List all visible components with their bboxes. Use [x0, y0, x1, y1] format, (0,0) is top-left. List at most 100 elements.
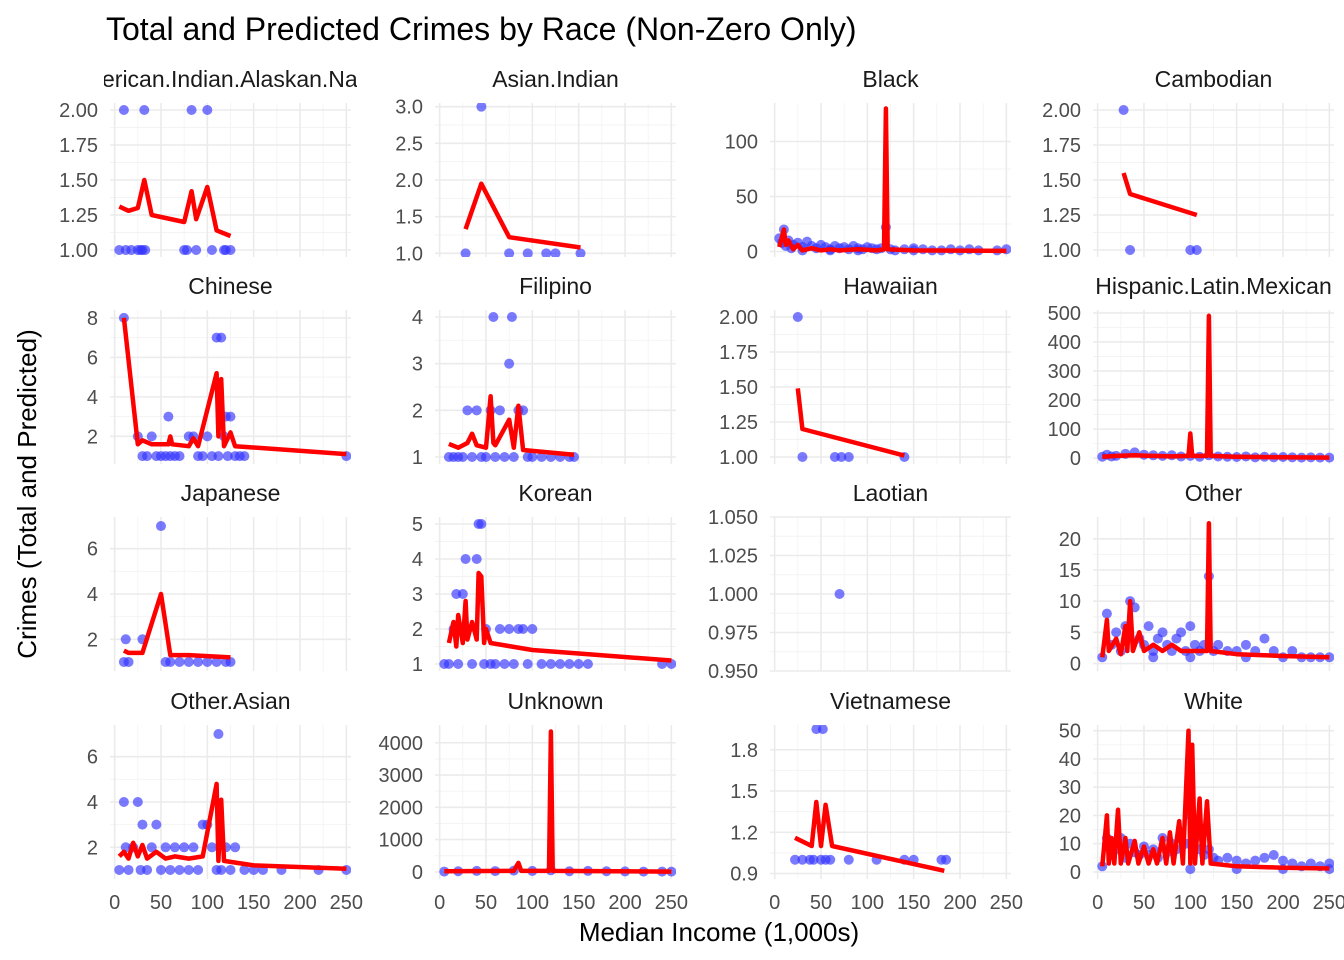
data-point [1278, 855, 1289, 866]
y-tick-label: 0.950 [708, 661, 758, 683]
data-point [146, 431, 157, 442]
y-tick-label: 8 [87, 308, 98, 330]
facet-strip-label: Cambodian [1155, 66, 1273, 92]
y-tick-label: 30 [1059, 777, 1081, 799]
y-tick-label: 1.75 [1042, 135, 1081, 157]
y-tick-label: 1000 [379, 830, 424, 852]
data-point [169, 842, 180, 853]
data-point [1185, 621, 1196, 632]
data-point [132, 797, 143, 807]
data-point [222, 451, 233, 462]
y-tick-label: 2 [87, 629, 98, 651]
predicted-line [121, 317, 347, 457]
data-point [1125, 245, 1136, 255]
facet-strip-label: Filipino [519, 273, 592, 299]
data-point [183, 864, 194, 875]
data-point [1111, 627, 1122, 638]
y-tick-label: 1.75 [59, 135, 98, 157]
y-tick-label: 1.75 [719, 342, 758, 364]
y-tick-label: 6 [87, 747, 98, 769]
y-tick-label: 1.5 [395, 207, 423, 229]
data-point [1222, 852, 1233, 863]
predicted-line [448, 394, 575, 457]
data-point [817, 725, 828, 735]
data-point [499, 659, 510, 669]
y-tick-label: 4 [87, 792, 98, 814]
y-tick-label: 200 [1048, 390, 1081, 412]
y-tick-label: 0 [412, 862, 423, 884]
facet-panel: Other 0 5 10 15 20 [1059, 480, 1334, 676]
x-tick-label: 0 [109, 892, 120, 914]
y-tick-label: 2 [87, 426, 98, 448]
data-point [118, 797, 129, 807]
data-point [518, 624, 529, 634]
data-point [174, 656, 185, 667]
data-point [522, 248, 533, 257]
data-point [155, 864, 166, 875]
y-tick-label: 15 [1059, 560, 1081, 582]
facet-panel: Korean 1 2 3 4 5 [412, 480, 676, 676]
predicted-line [446, 570, 672, 663]
y-tick-label: 50 [736, 187, 758, 209]
data-point [476, 519, 487, 529]
y-tick-label: 100 [1048, 419, 1081, 441]
data-point [213, 729, 224, 740]
y-tick-label: 0 [1070, 862, 1081, 884]
y-tick-label: 1.25 [1042, 205, 1081, 227]
data-point [174, 864, 185, 875]
facet-panel: Filipino 1 2 3 4 [412, 273, 676, 469]
data-point [197, 451, 208, 462]
data-point [527, 624, 538, 634]
data-point [1157, 627, 1168, 638]
x-tick-label: 100 [516, 892, 549, 914]
data-point [114, 864, 125, 875]
data-point [193, 656, 204, 667]
data-point [163, 411, 174, 422]
data-point [457, 589, 468, 599]
data-point [140, 245, 151, 255]
y-tick-label: 1.025 [708, 546, 758, 568]
data-point [843, 452, 854, 462]
facet-panel: Hispanic.Latin.Mexican 0 100 200 300 400 500 [1048, 273, 1334, 470]
data-point [239, 451, 250, 462]
x-tick-label: 50 [810, 892, 832, 914]
data-point [1259, 633, 1270, 644]
data-point [1143, 621, 1154, 632]
x-tick-label: 50 [1133, 892, 1155, 914]
x-tick-label: 250 [330, 892, 363, 914]
y-tick-label: 0.975 [708, 623, 758, 645]
y-tick-label: 2 [412, 619, 423, 641]
facet-strip-label: Hawaiian [843, 273, 938, 299]
facet-strip-label: Other [1185, 480, 1243, 506]
facet-panel: Other.Asian 2 4 6 0 50 100 150 200 250 [87, 688, 363, 914]
predicted-line [444, 729, 672, 874]
y-tick-label: 1.050 [708, 507, 758, 529]
facet-strip-label: Other.Asian [170, 688, 290, 714]
y-tick-label: 2.0 [395, 170, 423, 192]
data-point [230, 842, 241, 853]
y-tick-label: 20 [1059, 529, 1081, 551]
data-point [1250, 855, 1261, 866]
data-point [790, 854, 801, 865]
data-point [179, 842, 190, 853]
y-tick-label: 300 [1048, 361, 1081, 383]
x-tick-label: 0 [434, 892, 445, 914]
data-point [123, 864, 134, 875]
data-point [467, 452, 478, 462]
y-tick-label: 1.00 [1042, 240, 1081, 262]
y-tick-label: 2.00 [59, 100, 98, 122]
data-point [504, 358, 515, 369]
y-tick-label: 4 [87, 387, 98, 409]
x-tick-label: 50 [150, 892, 172, 914]
y-tick-label: 1 [412, 447, 423, 469]
y-tick-label: 0.9 [730, 864, 758, 886]
data-point [467, 659, 478, 669]
data-point [490, 659, 501, 669]
x-tick-label: 150 [897, 892, 930, 914]
x-tick-label: 0 [1092, 892, 1103, 914]
y-tick-label: 1.8 [730, 740, 758, 762]
predicted-line [122, 591, 231, 660]
facet-strip-label: Japanese [181, 480, 281, 506]
data-point [488, 312, 499, 322]
facet-strip-label: Korean [518, 480, 592, 506]
